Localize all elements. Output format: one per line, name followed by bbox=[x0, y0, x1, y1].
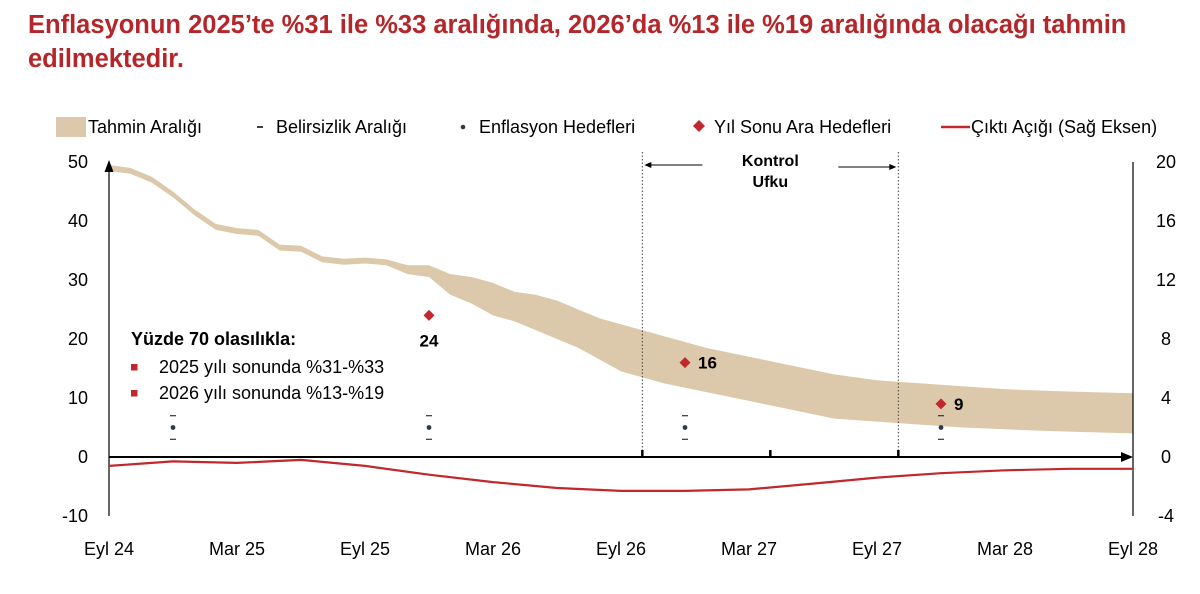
output-gap-line bbox=[108, 458, 1133, 492]
legend-swatch-interim bbox=[693, 120, 705, 132]
annotation-item: 2026 yılı sonunda %13-%19 bbox=[159, 383, 384, 403]
y-right-tick-label: 12 bbox=[1156, 270, 1176, 290]
legend-label-gap: Çıktı Açığı (Sağ Eksen) bbox=[971, 117, 1157, 137]
y-left-tick-label: 20 bbox=[68, 329, 88, 349]
forecast-band bbox=[109, 164, 1133, 434]
interim-target-marker bbox=[423, 309, 435, 321]
interim-target-marker bbox=[935, 398, 947, 410]
legend-label-band: Tahmin Aralığı bbox=[88, 117, 202, 137]
x-axis-arrowhead bbox=[1121, 452, 1133, 462]
annotation-bullet bbox=[131, 364, 138, 371]
y-right-tick-label: -4 bbox=[1158, 506, 1174, 526]
y-left-tick-label: 50 bbox=[68, 152, 88, 172]
x-tick-label: Eyl 24 bbox=[84, 539, 134, 559]
chart-title: Enflasyonun 2025’te %31 ile %33 aralığın… bbox=[28, 11, 1127, 73]
annotation-heading: Yüzde 70 olasılıkla: bbox=[131, 329, 296, 349]
interim-target-label: 16 bbox=[698, 354, 717, 373]
x-tick-label: Mar 25 bbox=[209, 539, 265, 559]
control-horizon-arrowhead-left bbox=[644, 162, 652, 168]
legend-swatch-band bbox=[56, 117, 86, 137]
y-left-tick-label: 40 bbox=[68, 211, 88, 231]
inflation-target-point bbox=[682, 425, 688, 430]
annotation-bullet bbox=[131, 390, 138, 397]
x-tick-label: Eyl 28 bbox=[1108, 539, 1158, 559]
control-horizon-label: Ufku bbox=[753, 174, 789, 191]
y-right-tick-label: 20 bbox=[1156, 152, 1176, 172]
x-tick-label: Eyl 25 bbox=[340, 539, 390, 559]
legend-label-uncertainty: Belirsizlik Aralığı bbox=[276, 117, 407, 137]
y-right-tick-label: 8 bbox=[1161, 329, 1171, 349]
interim-target-marker bbox=[679, 357, 691, 369]
annotation-item: 2025 yılı sonunda %31-%33 bbox=[159, 357, 384, 377]
x-tick-label: Eyl 27 bbox=[852, 539, 902, 559]
legend-swatch-targets bbox=[460, 124, 466, 130]
interim-target-label: 24 bbox=[420, 331, 439, 350]
x-tick-label: Mar 28 bbox=[977, 539, 1033, 559]
interim-target-label: 9 bbox=[954, 395, 963, 414]
inflation-target-point bbox=[170, 425, 176, 430]
x-tick-label: Mar 26 bbox=[465, 539, 521, 559]
left-axis-arrowhead bbox=[104, 160, 114, 172]
legend-label-targets: Enflasyon Hedefleri bbox=[479, 117, 635, 137]
inflation-target-point bbox=[938, 425, 944, 430]
y-right-tick-label: 0 bbox=[1161, 447, 1171, 467]
y-left-tick-label: 10 bbox=[68, 388, 88, 408]
y-right-tick-label: 16 bbox=[1156, 211, 1176, 231]
x-tick-label: Eyl 26 bbox=[596, 539, 646, 559]
y-left-tick-label: 0 bbox=[78, 447, 88, 467]
control-horizon-arrowhead-right bbox=[889, 164, 897, 170]
y-left-tick-label: 30 bbox=[68, 270, 88, 290]
legend-label-interim: Yıl Sonu Ara Hedefleri bbox=[714, 117, 891, 137]
y-right-tick-label: 4 bbox=[1161, 388, 1171, 408]
x-tick-label: Mar 27 bbox=[721, 539, 777, 559]
y-left-tick-label: -10 bbox=[62, 506, 88, 526]
control-horizon-label: Kontrol bbox=[742, 153, 799, 170]
inflation-target-point bbox=[426, 425, 432, 430]
